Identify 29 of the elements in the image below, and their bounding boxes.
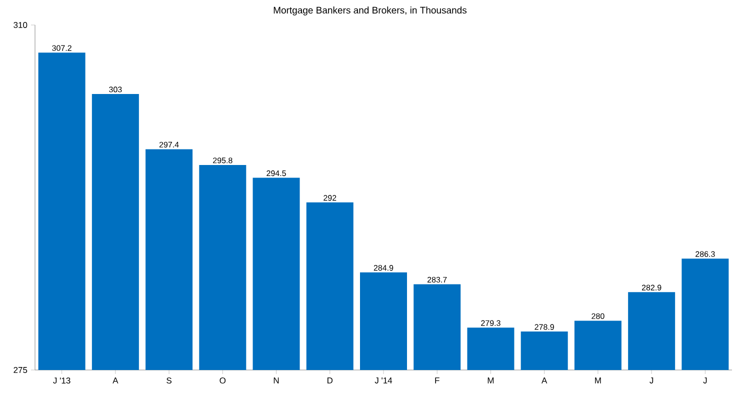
x-tick-label: N — [274, 378, 279, 384]
data-label: 283.7 — [428, 276, 447, 283]
y-tick-label: 310 — [14, 22, 28, 28]
x-tick-label: A — [112, 378, 118, 384]
x-tick-label: J — [650, 378, 654, 384]
x-tick-label: J '14 — [374, 378, 392, 384]
data-label: 279.3 — [481, 320, 500, 326]
data-label: 294.5 — [266, 170, 286, 176]
data-label: 292 — [324, 195, 336, 201]
x-tick-label: F — [435, 378, 440, 384]
x-tick-label: A — [542, 378, 548, 384]
data-label: 303 — [109, 86, 122, 92]
x-tick-label: M — [488, 378, 494, 384]
x-tick-label: S — [166, 378, 172, 384]
data-label: 307.2 — [52, 45, 72, 51]
x-tick-label: J '13 — [53, 378, 70, 384]
data-label: 278.9 — [534, 324, 554, 330]
x-tick-label: D — [328, 378, 333, 384]
data-label: 297.4 — [159, 142, 179, 148]
data-label: 295.8 — [213, 158, 232, 164]
x-tick-label: O — [220, 378, 226, 384]
data-label: 284.9 — [374, 265, 394, 271]
y-tick-label: 275 — [14, 366, 28, 373]
data-label: 282.9 — [642, 284, 662, 290]
data-label: 286.3 — [696, 251, 715, 257]
x-tick-label: J — [703, 378, 707, 384]
x-tick-label: M — [595, 378, 601, 384]
chart-title: Mortgage Bankers and Brokers, in Thousands — [274, 6, 467, 16]
data-label: 280 — [592, 313, 604, 319]
